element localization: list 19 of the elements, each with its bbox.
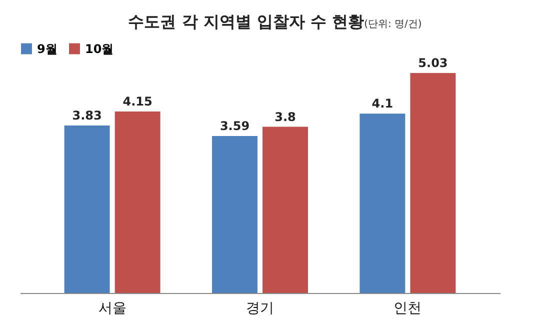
data-label: 3.59 [220, 118, 250, 133]
chart-title: 수도권 각 지역별 입찰자 수 현황 [128, 12, 364, 31]
bar [64, 125, 110, 293]
data-label: 3.83 [72, 108, 102, 122]
data-label: 5.03 [418, 56, 448, 70]
bar [410, 73, 456, 293]
data-label: 4.15 [122, 94, 152, 108]
x-tick-label: 경기 [246, 300, 274, 316]
data-label: 4.1 [372, 96, 394, 111]
x-tick-label: 인천 [394, 300, 422, 316]
x-tick-label: 서울 [98, 300, 126, 316]
data-label: 3.8 [274, 110, 296, 124]
legend-label: 9월 [37, 42, 58, 56]
chart-subtitle: (단위: 명/건) [364, 19, 422, 30]
bar [212, 136, 258, 293]
legend-label: 10월 [85, 42, 114, 56]
bar [262, 126, 308, 293]
bar [114, 111, 160, 293]
bar [360, 114, 406, 293]
